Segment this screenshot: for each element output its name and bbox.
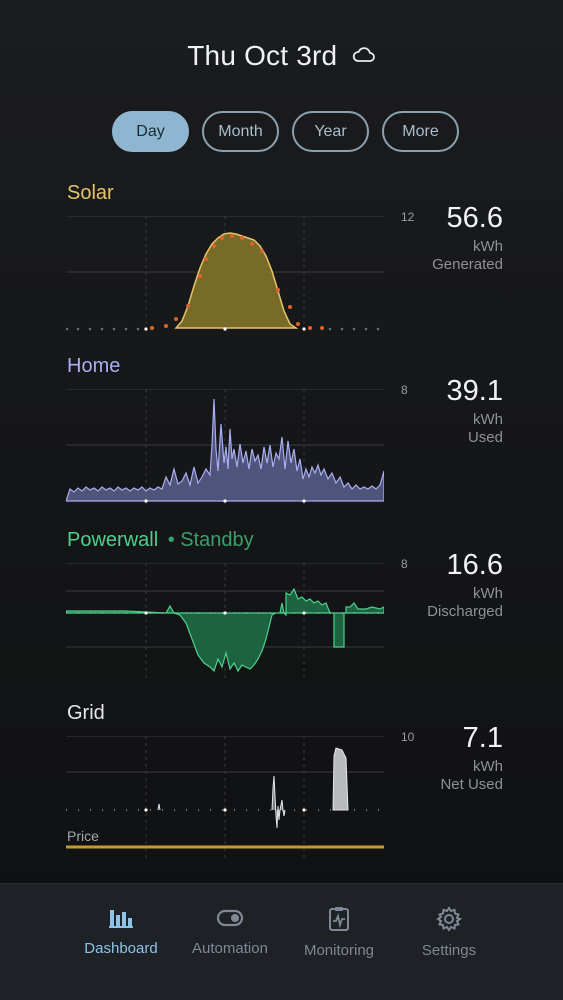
nav-automation-label: Automation bbox=[192, 940, 268, 957]
home-chart bbox=[66, 389, 384, 504]
home-section[interactable]: Home 8 39.1 kWh Used bbox=[0, 353, 563, 513]
solar-title: Solar bbox=[67, 182, 114, 204]
monitoring-icon bbox=[329, 907, 349, 931]
nav-settings[interactable]: Settings bbox=[394, 906, 504, 959]
bottom-nav: Dashboard Automation Monitoring Settings bbox=[0, 883, 563, 1000]
tab-month[interactable]: Month bbox=[202, 111, 279, 152]
grid-value: 7.1 bbox=[462, 722, 503, 754]
tab-year[interactable]: Year bbox=[292, 111, 369, 152]
powerwall-status: • Standby bbox=[167, 529, 254, 551]
powerwall-chart bbox=[66, 563, 384, 678]
date-title: Thu Oct 3rd bbox=[187, 40, 338, 71]
powerwall-scale: 8 bbox=[401, 557, 408, 571]
powerwall-value: 16.6 bbox=[446, 549, 503, 581]
toggle-icon bbox=[216, 909, 244, 927]
home-title: Home bbox=[67, 355, 121, 377]
powerwall-caption: Discharged bbox=[427, 603, 503, 620]
solar-scale: 12 bbox=[401, 210, 415, 224]
powerwall-title: Powerwall bbox=[67, 529, 159, 551]
grid-unit: kWh bbox=[473, 758, 503, 775]
solar-caption: Generated bbox=[432, 256, 503, 273]
powerwall-title-row: Powerwall • Standby bbox=[67, 529, 254, 552]
header: Thu Oct 3rd bbox=[0, 40, 563, 72]
home-scale: 8 bbox=[401, 383, 408, 397]
tab-more[interactable]: More bbox=[382, 111, 459, 152]
grid-section[interactable]: Grid Price 10 7.1 kWh Net Used bbox=[0, 700, 563, 860]
nav-settings-label: Settings bbox=[421, 942, 477, 959]
cloud-icon bbox=[352, 46, 376, 69]
powerwall-unit: kWh bbox=[473, 585, 503, 602]
solar-value: 56.6 bbox=[446, 202, 503, 234]
tab-day[interactable]: Day bbox=[112, 111, 189, 152]
home-caption: Used bbox=[467, 429, 503, 446]
period-tabs: Day Month Year More bbox=[112, 111, 459, 152]
solar-chart bbox=[66, 216, 384, 331]
nav-monitoring[interactable]: Monitoring bbox=[284, 906, 394, 959]
price-label: Price bbox=[67, 828, 99, 844]
home-unit: kWh bbox=[473, 411, 503, 428]
nav-monitoring-label: Monitoring bbox=[303, 942, 375, 959]
grid-title: Grid bbox=[67, 702, 105, 724]
nav-dashboard-label: Dashboard bbox=[84, 940, 158, 957]
home-value: 39.1 bbox=[446, 375, 503, 407]
grid-scale: 10 bbox=[401, 730, 415, 744]
nav-automation[interactable]: Automation bbox=[175, 906, 285, 957]
grid-caption: Net Used bbox=[440, 776, 503, 793]
grid-chart bbox=[66, 736, 384, 858]
gear-icon bbox=[436, 906, 462, 932]
solar-unit: kWh bbox=[473, 238, 503, 255]
bar-chart-icon bbox=[109, 910, 133, 928]
powerwall-section[interactable]: Powerwall • Standby 8 16.6 kWh Discharge… bbox=[0, 527, 563, 687]
nav-dashboard[interactable]: Dashboard bbox=[66, 906, 176, 957]
solar-section[interactable]: Solar 12 56.6 kWh G bbox=[0, 180, 563, 340]
